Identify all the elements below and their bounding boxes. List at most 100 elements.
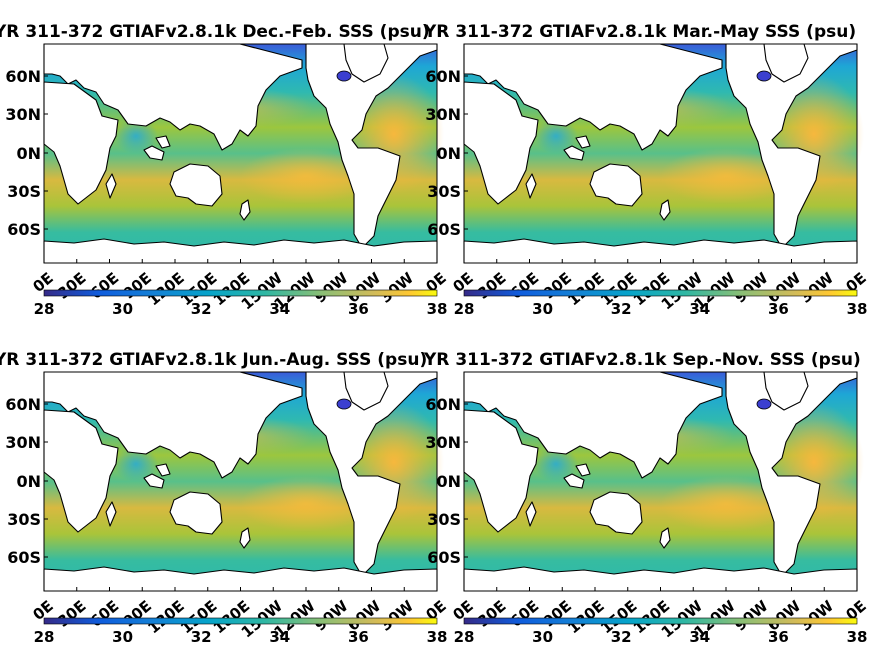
landmass-madagascar bbox=[105, 173, 117, 199]
landmass-americas bbox=[725, 43, 858, 249]
colorbar-tick-label: 28 bbox=[34, 300, 55, 318]
colorbar-tick-label: 34 bbox=[689, 300, 710, 318]
landmass-indonesia-1 bbox=[563, 473, 585, 489]
land-mask bbox=[463, 371, 858, 592]
lon-tick-label: 30E bbox=[474, 269, 509, 303]
lat-tick-label: 60S bbox=[427, 548, 461, 567]
landmass-australia bbox=[589, 163, 643, 207]
colorbar-tick-label: 38 bbox=[427, 628, 448, 646]
landmass-americas bbox=[725, 371, 858, 577]
lon-tick-label: 90W bbox=[731, 597, 772, 635]
colorbar-tick-label: 30 bbox=[532, 300, 553, 318]
colorbar bbox=[43, 617, 438, 625]
freshwater-bay-of-bengal bbox=[114, 118, 158, 154]
colorbar-tick-label: 30 bbox=[112, 628, 133, 646]
lat-tick-label: 0N bbox=[436, 144, 461, 163]
colorbar-tick-label: 32 bbox=[611, 300, 632, 318]
landmass-indonesia-2 bbox=[575, 135, 591, 149]
colorbar-tick-label: 34 bbox=[269, 628, 290, 646]
lon-tick-label: 30W bbox=[797, 269, 838, 307]
salinity-max-south-pacific bbox=[660, 148, 792, 204]
landmass-africa bbox=[463, 409, 539, 533]
lat-tick-label: 60S bbox=[7, 548, 41, 567]
landmass-greenland bbox=[343, 371, 389, 411]
landmass-indonesia-1 bbox=[143, 473, 165, 489]
panel-djf: 60N30N0N30S60S0E30E60E90E120E150E180E150… bbox=[5, 43, 450, 318]
lon-tick-label: 30E bbox=[54, 597, 89, 631]
colorbar-tick-label: 30 bbox=[532, 628, 553, 646]
hudson-bay bbox=[756, 398, 772, 410]
lon-tick-label: 90W bbox=[311, 269, 352, 307]
landmass-greenland bbox=[763, 43, 809, 83]
lon-tick-label: 120E bbox=[144, 269, 187, 310]
hudson-bay bbox=[336, 70, 352, 82]
land-mask bbox=[463, 43, 858, 264]
landmass-australia bbox=[589, 491, 643, 535]
panel-title-djf: YR 311-372 GTIAFv2.8.1k Dec.-Feb. SSS (p… bbox=[0, 22, 430, 42]
colorbar-tick-label: 36 bbox=[768, 300, 789, 318]
landmass-americas bbox=[305, 371, 438, 577]
colorbar-tick-label: 28 bbox=[454, 300, 475, 318]
colorbar-tick-label: 38 bbox=[427, 300, 448, 318]
lat-tick-label: 0N bbox=[436, 472, 461, 491]
landmass-indonesia-2 bbox=[575, 463, 591, 477]
lon-tick-label: 30E bbox=[474, 597, 509, 631]
hudson-bay bbox=[756, 70, 772, 82]
panel-title-jja: YR 311-372 GTIAFv2.8.1k Jun.-Aug. SSS (p… bbox=[0, 350, 428, 370]
lon-tick-label: 30W bbox=[377, 269, 418, 307]
landmass-europe-asia bbox=[43, 43, 303, 151]
lat-tick-label: 30S bbox=[7, 510, 41, 529]
hudson-bay bbox=[336, 398, 352, 410]
landmass-europe-asia bbox=[43, 371, 303, 479]
colorbar bbox=[463, 617, 858, 625]
lon-tick-label: 30E bbox=[54, 269, 89, 303]
lat-tick-label: 60S bbox=[427, 220, 461, 239]
lon-tick-label: 90W bbox=[731, 269, 772, 307]
colorbar-tick-label: 36 bbox=[348, 300, 369, 318]
lon-tick-label: 120E bbox=[564, 269, 607, 310]
colorbar bbox=[463, 289, 858, 297]
landmass-europe-asia bbox=[463, 43, 723, 151]
panel-title-son: YR 311-372 GTIAFv2.8.1k Sep.-Nov. SSS (p… bbox=[424, 350, 861, 370]
lon-tick-label: 120E bbox=[564, 597, 607, 638]
colorbar-tick-label: 32 bbox=[191, 628, 212, 646]
freshwater-bay-of-bengal bbox=[114, 446, 158, 482]
lat-tick-label: 30S bbox=[427, 182, 461, 201]
landmass-americas bbox=[305, 43, 438, 249]
lon-tick-label: 60E bbox=[507, 269, 542, 303]
lat-tick-label: 0N bbox=[16, 144, 41, 163]
landmass-indonesia-1 bbox=[143, 145, 165, 161]
landmass-africa bbox=[43, 81, 119, 205]
lat-tick-label: 30S bbox=[7, 182, 41, 201]
landmass-madagascar bbox=[105, 501, 117, 527]
landmass-indonesia-2 bbox=[155, 463, 171, 477]
colorbar-tick-label: 38 bbox=[847, 628, 868, 646]
lon-tick-label: 90W bbox=[311, 597, 352, 635]
landmass-new-zealand bbox=[239, 199, 251, 221]
landmass-greenland bbox=[763, 371, 809, 411]
landmass-new-zealand bbox=[659, 527, 671, 549]
lat-tick-label: 60S bbox=[7, 220, 41, 239]
colorbar-tick-label: 28 bbox=[34, 628, 55, 646]
landmass-australia bbox=[169, 163, 223, 207]
landmass-new-zealand bbox=[239, 527, 251, 549]
lon-tick-label: 30W bbox=[797, 597, 838, 635]
lat-tick-label: 30N bbox=[425, 105, 461, 124]
landmass-africa bbox=[43, 409, 119, 533]
lon-tick-label: 60E bbox=[87, 269, 122, 303]
landmass-greenland bbox=[343, 43, 389, 83]
lon-tick-label: 60E bbox=[507, 597, 542, 631]
colorbar-tick-label: 28 bbox=[454, 628, 475, 646]
land-mask bbox=[43, 371, 438, 592]
landmass-madagascar bbox=[525, 173, 537, 199]
landmass-madagascar bbox=[525, 501, 537, 527]
land-mask bbox=[43, 43, 438, 264]
landmass-australia bbox=[169, 491, 223, 535]
landmass-europe-asia bbox=[463, 371, 723, 479]
freshwater-bay-of-bengal bbox=[534, 118, 578, 154]
colorbar bbox=[43, 289, 438, 297]
salinity-max-south-pacific bbox=[240, 476, 372, 532]
lat-tick-label: 30S bbox=[427, 510, 461, 529]
